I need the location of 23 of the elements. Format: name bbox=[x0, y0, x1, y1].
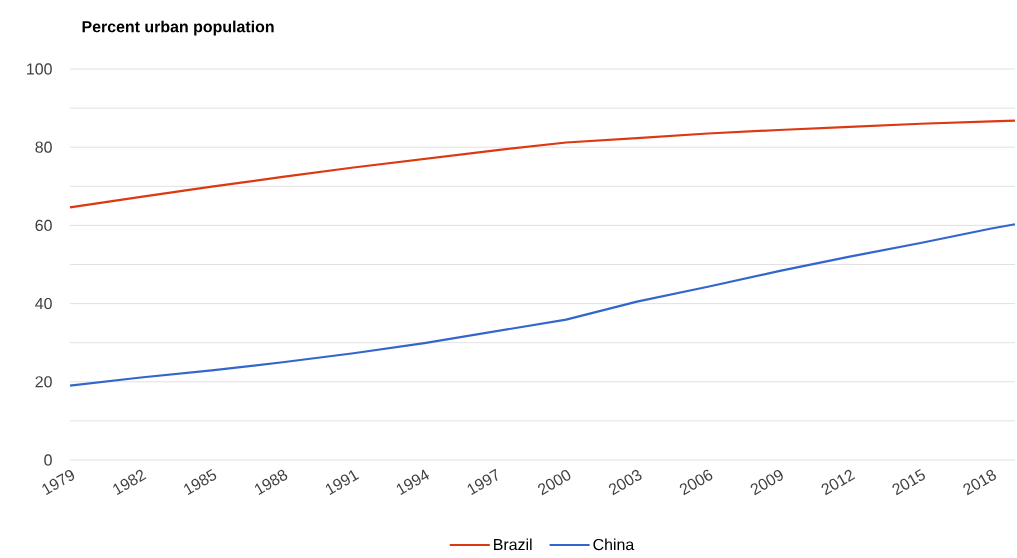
x-tick-label: 1988 bbox=[254, 469, 288, 496]
x-tick-label: 2000 bbox=[538, 469, 571, 496]
x-tick-label: 1994 bbox=[396, 469, 429, 496]
x-tick-label: 1979 bbox=[42, 470, 75, 496]
x-tick-label: 2012 bbox=[821, 469, 856, 496]
x-tick-label: 2003 bbox=[608, 469, 642, 496]
legend-label: Brazil bbox=[494, 538, 532, 551]
x-tick-label: 1991 bbox=[325, 470, 360, 496]
x-tick-label: 2015 bbox=[892, 469, 925, 496]
y-tick-label: 0 bbox=[44, 454, 52, 466]
legend-label: China bbox=[593, 538, 635, 551]
x-tick-label: 1985 bbox=[184, 469, 217, 496]
x-tick-label: 2018 bbox=[963, 469, 997, 496]
x-tick-label: 1997 bbox=[467, 468, 498, 496]
y-tick-label: 80 bbox=[35, 141, 52, 153]
x-tick-label: 2009 bbox=[750, 470, 783, 496]
x-tick-label: 2006 bbox=[679, 469, 713, 496]
y-tick-label: 100 bbox=[27, 63, 52, 75]
y-tick-label: 20 bbox=[35, 376, 52, 388]
y-tick-label: 40 bbox=[35, 297, 52, 310]
chart-title: Percent urban population bbox=[82, 20, 274, 36]
x-tick-label: 1982 bbox=[113, 469, 147, 496]
y-tick-label: 60 bbox=[35, 219, 52, 232]
